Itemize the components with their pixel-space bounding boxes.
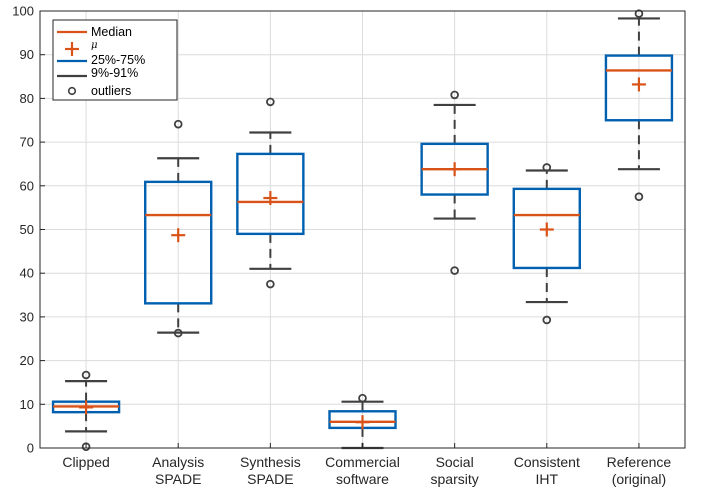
category-label: Clipped bbox=[62, 454, 109, 470]
iqr-box bbox=[144, 180, 213, 305]
outlier-point bbox=[81, 370, 91, 380]
outlier-point bbox=[450, 90, 459, 100]
y-tick-label: 70 bbox=[20, 135, 34, 150]
y-tick-label: 20 bbox=[20, 353, 34, 368]
outlier-point bbox=[173, 119, 183, 129]
category-label: sparsity bbox=[431, 471, 479, 487]
outlier-point bbox=[542, 315, 552, 325]
y-tick-label: 90 bbox=[20, 47, 34, 62]
outlier-point bbox=[173, 328, 183, 338]
legend-median-label: Median bbox=[91, 25, 132, 39]
category-label: SPADE bbox=[155, 471, 201, 487]
box-group bbox=[604, 9, 674, 202]
outlier-point bbox=[634, 192, 644, 202]
legend-mean-label: μ bbox=[91, 40, 98, 51]
category-label: Synthesis bbox=[240, 454, 301, 470]
outlier-point bbox=[450, 266, 459, 275]
category-label: Reference bbox=[607, 454, 672, 470]
y-tick-label: 100 bbox=[12, 4, 34, 19]
legend: Median μ 25%-75% 9%-91% outliers bbox=[52, 19, 178, 101]
category-label: SPADE bbox=[247, 471, 293, 487]
legend-whisker-label: 9%-91% bbox=[91, 66, 138, 80]
outlier-point bbox=[266, 97, 275, 107]
y-tick-label: 10 bbox=[20, 397, 34, 412]
category-label: Consistent bbox=[514, 454, 580, 470]
iqr-box bbox=[236, 152, 305, 236]
y-tick-label: 40 bbox=[20, 266, 34, 281]
box-group bbox=[420, 90, 489, 275]
y-tick-label: 0 bbox=[27, 441, 34, 456]
category-label: Social bbox=[436, 454, 474, 470]
iqr-box bbox=[512, 187, 581, 270]
box-group bbox=[512, 163, 581, 325]
outlier-point bbox=[358, 393, 367, 403]
y-tick-label: 30 bbox=[20, 309, 34, 324]
legend-outlier-label: outliers bbox=[91, 84, 131, 98]
y-tick-label: 80 bbox=[20, 91, 34, 106]
box-group bbox=[236, 97, 305, 289]
legend-iqr-label: 25%-75% bbox=[91, 53, 145, 67]
legend-mean-swatch bbox=[65, 42, 79, 56]
category-label: (original) bbox=[612, 471, 666, 487]
legend-outlier-swatch bbox=[67, 86, 77, 96]
category-label: IHT bbox=[536, 471, 559, 487]
category-label: Analysis bbox=[152, 454, 204, 470]
category-label: Commercial bbox=[325, 454, 400, 470]
outlier-point bbox=[542, 163, 552, 172]
box-group bbox=[51, 370, 121, 451]
outlier-point bbox=[634, 9, 644, 18]
outlier-point bbox=[266, 279, 275, 289]
y-tick-label: 60 bbox=[20, 178, 34, 193]
category-label: software bbox=[336, 471, 389, 487]
box-group bbox=[144, 119, 213, 338]
y-tick-label: 50 bbox=[20, 222, 34, 237]
iqr-box bbox=[604, 54, 674, 122]
